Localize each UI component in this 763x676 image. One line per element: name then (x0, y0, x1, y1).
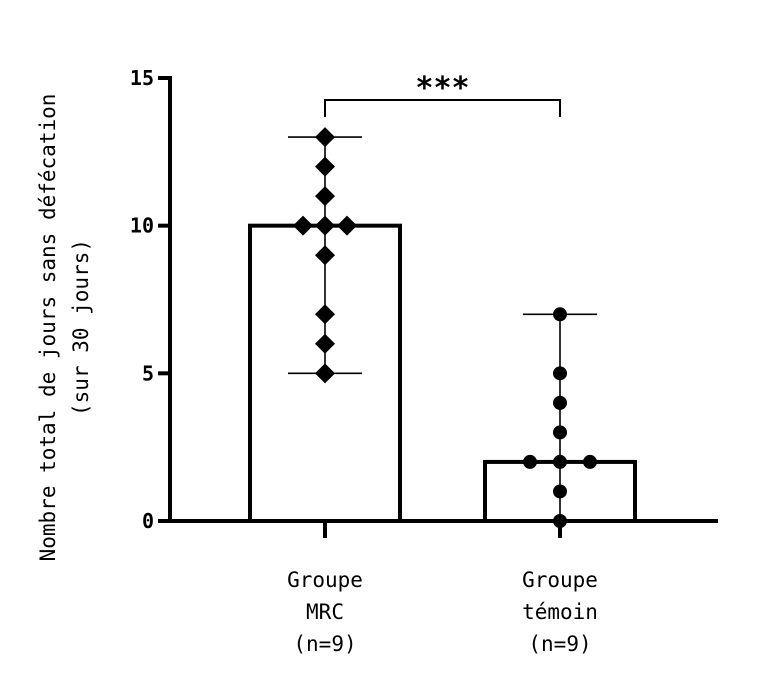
x-category-label-line: (n=9) (293, 632, 356, 656)
x-category-label-line: Groupe (287, 568, 363, 592)
y-axis: 0 5 10 15 (130, 66, 172, 533)
y-tick-label: 10 (130, 214, 154, 238)
data-point-circle (553, 425, 567, 440)
x-category-label-line: MRC (306, 600, 344, 624)
data-point-diamond (293, 215, 313, 236)
data-point-circle (553, 395, 567, 410)
x-category-label-line: Groupe (522, 568, 598, 592)
significance-bracket-line (324, 99, 561, 117)
data-points (293, 127, 597, 528)
data-point-circle (553, 307, 567, 322)
y-tick-label: 15 (130, 66, 154, 90)
data-point-diamond (337, 215, 357, 236)
significance-label: *** (415, 71, 469, 106)
data-point-diamond (315, 363, 335, 384)
data-point-diamond (315, 245, 335, 266)
y-axis-label-line: (sur 30 jours) (69, 239, 93, 416)
data-point-circle (583, 454, 597, 469)
x-category-label-line: témoin (522, 600, 598, 624)
y-axis-label-line: Nombre total de jours sans défécation (36, 94, 60, 562)
x-category-label-line: (n=9) (528, 632, 591, 656)
significance-bracket: *** (324, 71, 561, 117)
data-point-circle (553, 484, 567, 499)
data-point-circle (523, 454, 537, 469)
data-point-diamond (315, 186, 335, 207)
y-tick-label: 5 (142, 361, 154, 385)
data-point-diamond (315, 127, 335, 148)
y-axis-label: Nombre total de jours sans défécation (su… (36, 94, 93, 562)
data-point-circle (553, 366, 567, 381)
x-axis: Groupe MRC (n=9) Groupe témoin (n=9) (168, 519, 718, 656)
y-tick-label: 0 (142, 509, 154, 533)
data-point-diamond (315, 215, 335, 236)
data-point-diamond (315, 333, 335, 354)
data-point-circle (553, 454, 567, 469)
data-point-diamond (315, 304, 335, 325)
data-point-diamond (315, 156, 335, 177)
